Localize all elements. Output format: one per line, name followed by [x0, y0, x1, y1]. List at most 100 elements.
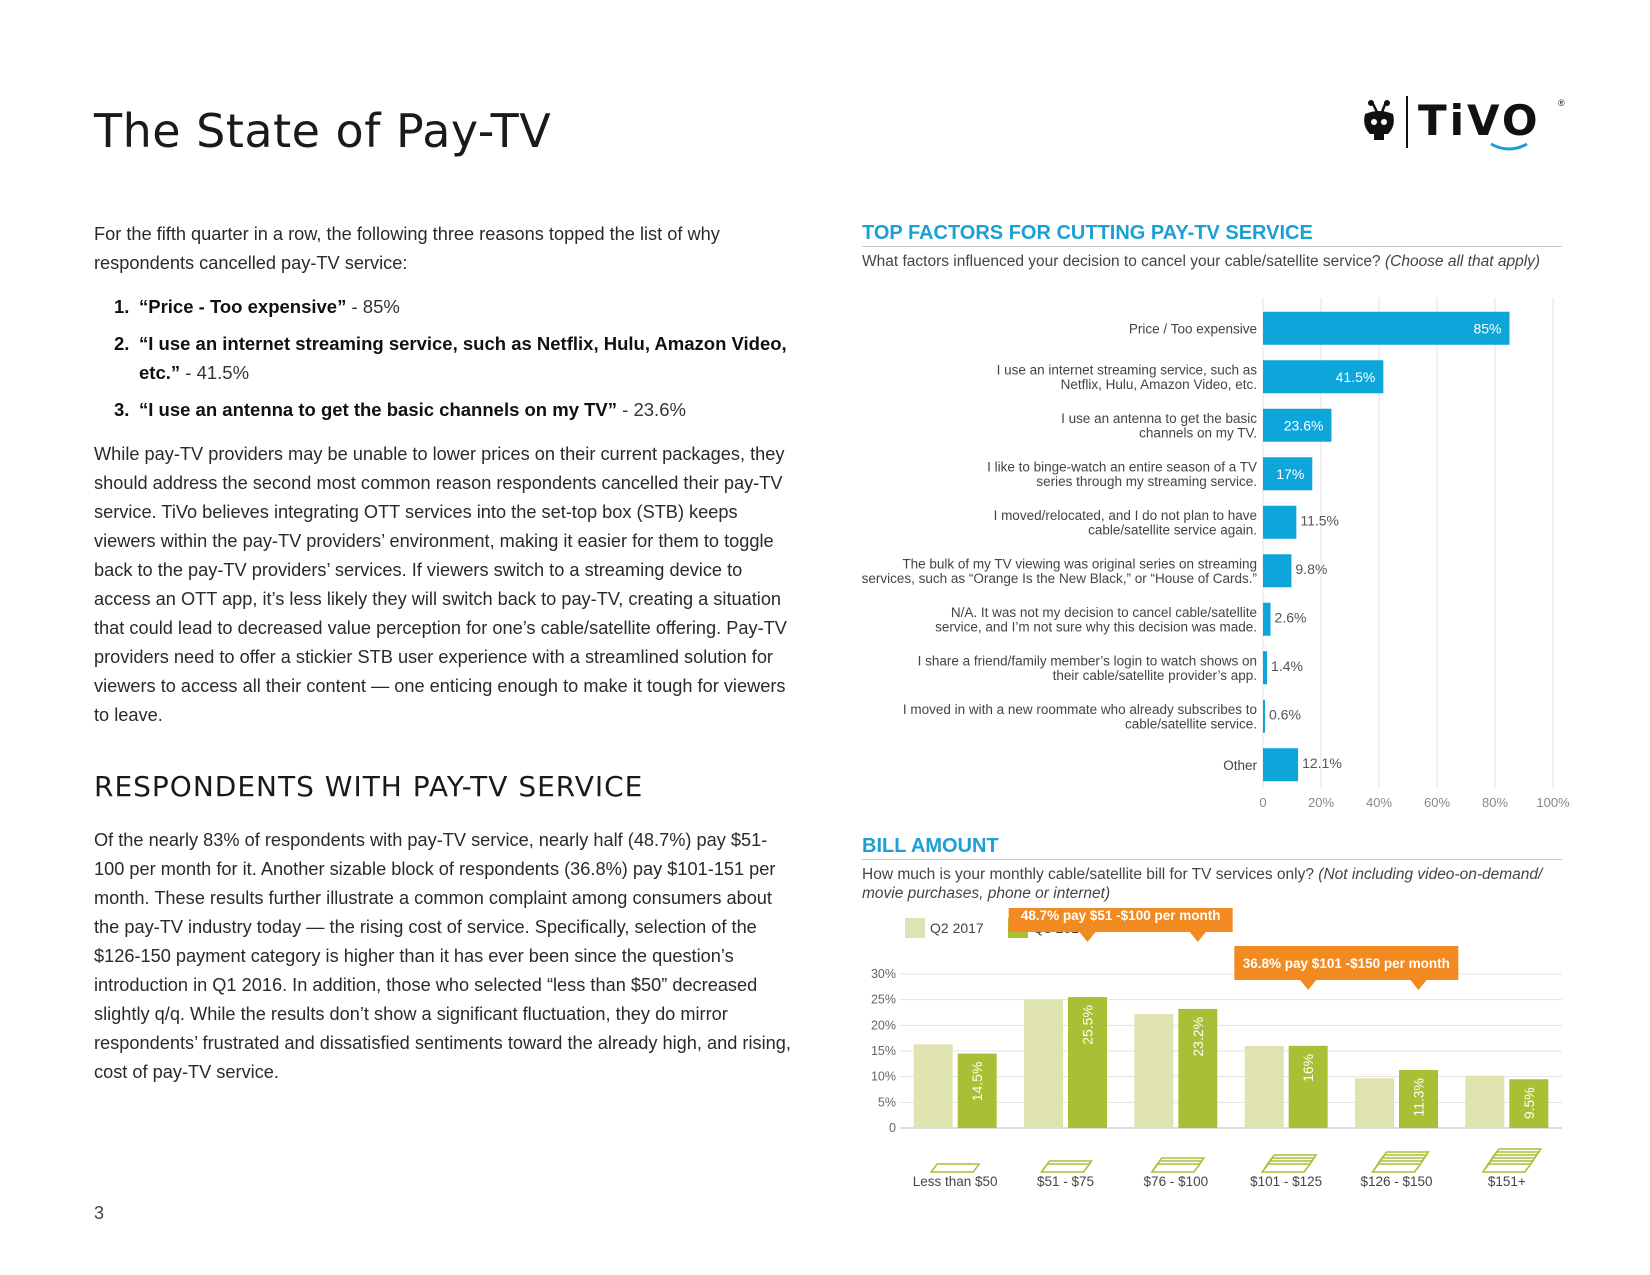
factors-x-tick-label: 40% — [1366, 795, 1392, 810]
factors-category-label-line: N/A. It was not my decision to cancel ca… — [951, 605, 1257, 620]
bill-y-tick-label: 10% — [871, 1070, 896, 1084]
factors-value-label: 41.5% — [1336, 369, 1376, 385]
money-bill-shape — [1150, 1163, 1202, 1173]
section-heading: RESPONDENTS WITH PAY-TV SERVICE — [94, 770, 644, 803]
factors-value-label: 85% — [1473, 320, 1501, 336]
money-stack-icon — [1150, 1157, 1206, 1173]
bill-value-label: 16% — [1300, 1054, 1316, 1082]
factors-category-label-line: I share a friend/family member’s login t… — [918, 654, 1257, 669]
factors-category-label-line: services, such as “Orange Is the New Bla… — [862, 571, 1257, 586]
factors-x-tick-label: 0 — [1259, 795, 1266, 810]
factors-category-label: I moved/relocated, and I do not plan to … — [994, 508, 1257, 538]
bill-callout-box — [1008, 908, 1233, 932]
factors-category-label-line: I moved in with a new roommate who alrea… — [903, 702, 1257, 717]
factors-chart-title: TOP FACTORS FOR CUTTING PAY-TV SERVICE — [862, 222, 1313, 244]
reason-item: 2. “I use an internet streaming service, … — [114, 333, 787, 383]
bill-y-tick-label: 30% — [871, 967, 896, 981]
factors-chart-subtitle: What factors influenced your decision to… — [862, 253, 1541, 270]
logo-divider — [1406, 96, 1408, 148]
factors-value-label: 0.6% — [1269, 706, 1301, 722]
intro-paragraph: For the fifth quarter in a row, the foll… — [94, 224, 720, 273]
bill-value-label: 11.3% — [1411, 1078, 1427, 1117]
bill-callout: 48.7% pay $51 -$100 per month — [1008, 908, 1233, 942]
bill-callout-pointer — [1079, 932, 1096, 942]
factors-category-label: I share a friend/family member’s login t… — [918, 654, 1257, 684]
tivo-robot-icon — [1364, 100, 1394, 140]
bill-value-label: 9.5% — [1521, 1087, 1537, 1119]
money-bill-shape — [929, 1163, 981, 1173]
factors-category-label-line: Other — [1223, 758, 1257, 773]
bill-legend-label: Q2 2017 — [930, 920, 984, 936]
bill-category-label: $76 - $100 — [1144, 1174, 1209, 1189]
bill-value-label: 23.2% — [1190, 1017, 1206, 1057]
factors-x-tick-label: 100% — [1536, 795, 1570, 810]
factors-bar — [1263, 408, 1332, 442]
factors-category-label-line: Price / Too expensive — [1129, 321, 1257, 336]
bill-callout: 36.8% pay $101 -$150 per month — [1234, 946, 1459, 990]
registered-mark: ® — [1558, 98, 1565, 108]
reason-item: 3. “I use an antenna to get the basic cha… — [114, 399, 686, 420]
tivo-smile-icon — [1490, 142, 1528, 151]
factors-value-label: 12.1% — [1302, 755, 1342, 771]
bill-category-label: $126 - $150 — [1360, 1174, 1432, 1189]
factors-value-label: 17% — [1276, 466, 1304, 482]
bill-bar-q3 — [957, 1053, 997, 1128]
bill-category-label: Less than $50 — [913, 1174, 998, 1189]
factors-category-label-line: I use an antenna to get the basic — [1061, 411, 1257, 426]
bill-callout-box — [1234, 946, 1459, 980]
bill-chart-rule — [862, 859, 1562, 860]
bill-bar-q2 — [1134, 1014, 1174, 1128]
factors-bar — [1263, 457, 1313, 491]
bill-value-label: 25.5% — [1080, 1005, 1096, 1045]
bill-bar-q3 — [1288, 1045, 1328, 1128]
bill-bar-q2 — [1355, 1078, 1394, 1128]
factors-bar — [1263, 748, 1299, 782]
factors-value-label: 1.4% — [1271, 658, 1303, 674]
bill-value-label: 14.5% — [969, 1062, 985, 1102]
bill-bar-chart: Q2 2017Q3 201705%10%15%20%25%30%14.5%Les… — [871, 908, 1562, 1189]
section-paragraph: Of the nearly 83% of respondents with pa… — [94, 830, 791, 1082]
factors-category-label-line: I use an internet streaming service, suc… — [997, 363, 1258, 378]
reason-item: 1. “Price - Too expensive” - 85% — [114, 296, 400, 317]
bill-chart-subtitle: How much is your monthly cable/satellite… — [862, 866, 1543, 902]
factors-value-label: 9.8% — [1295, 561, 1327, 577]
money-stack-icon — [1260, 1154, 1318, 1173]
factors-category-label: I like to binge-watch an entire season o… — [987, 460, 1257, 490]
money-bill-shape — [1371, 1163, 1422, 1173]
factors-bar — [1263, 554, 1292, 588]
factors-category-label-line: The bulk of my TV viewing was original s… — [902, 557, 1257, 572]
factors-category-label: The bulk of my TV viewing was original s… — [862, 557, 1257, 587]
bill-chart-title: BILL AMOUNT — [862, 835, 999, 857]
bill-bar-q3 — [1068, 997, 1107, 1128]
page-title: The State of Pay-TV — [94, 104, 552, 158]
factors-category-label: I use an internet streaming service, suc… — [997, 363, 1258, 393]
factors-category-label-line: series through my streaming service. — [1036, 474, 1257, 489]
factors-category-label-line: Netflix, Hulu, Amazon Video, etc. — [1061, 377, 1257, 392]
bill-y-tick-label: 15% — [871, 1044, 896, 1058]
reasons-list: 1. “Price - Too expensive” - 85% 2. “I use… — [94, 292, 794, 432]
factors-bar-chart: 0 20% 40% 60% 80% 100% Price / Too expensive 85… — [862, 298, 1570, 810]
body-paragraph: While pay-TV providers may be unable to … — [94, 444, 787, 725]
factors-category-label-line: cable/satellite service again. — [1088, 523, 1257, 538]
bill-callout-text: 48.7% pay $51 -$100 per month — [1021, 908, 1221, 923]
factors-value-label: 11.5% — [1300, 512, 1339, 528]
bill-callout-pointer — [1410, 980, 1427, 990]
factors-category-label-line: channels on my TV. — [1139, 426, 1257, 441]
factors-category-label: I use an antenna to get the basic channel… — [1061, 411, 1257, 441]
factors-x-tick-label: 20% — [1308, 795, 1334, 810]
bill-callout-pointer — [1300, 980, 1317, 990]
bill-bar-q3 — [1178, 1008, 1218, 1128]
bill-y-tick-label: 5% — [878, 1095, 896, 1109]
factors-bar — [1263, 651, 1268, 685]
factors-category-label-line: I moved/relocated, and I do not plan to … — [994, 508, 1257, 523]
bill-callout-text: 36.8% pay $101 -$150 per month — [1243, 956, 1450, 971]
bill-bar-q2 — [1024, 999, 1063, 1128]
factors-bar — [1263, 505, 1297, 539]
money-stack-icon — [1371, 1151, 1430, 1173]
bill-category-label: $101 - $125 — [1250, 1174, 1322, 1189]
factors-value-label: 23.6% — [1284, 417, 1324, 433]
factors-category-label-line: service, and I’m not sure why this decis… — [935, 620, 1257, 635]
factors-bar — [1263, 699, 1265, 733]
factors-x-tick-label: 80% — [1482, 795, 1508, 810]
factors-bar — [1263, 360, 1384, 394]
